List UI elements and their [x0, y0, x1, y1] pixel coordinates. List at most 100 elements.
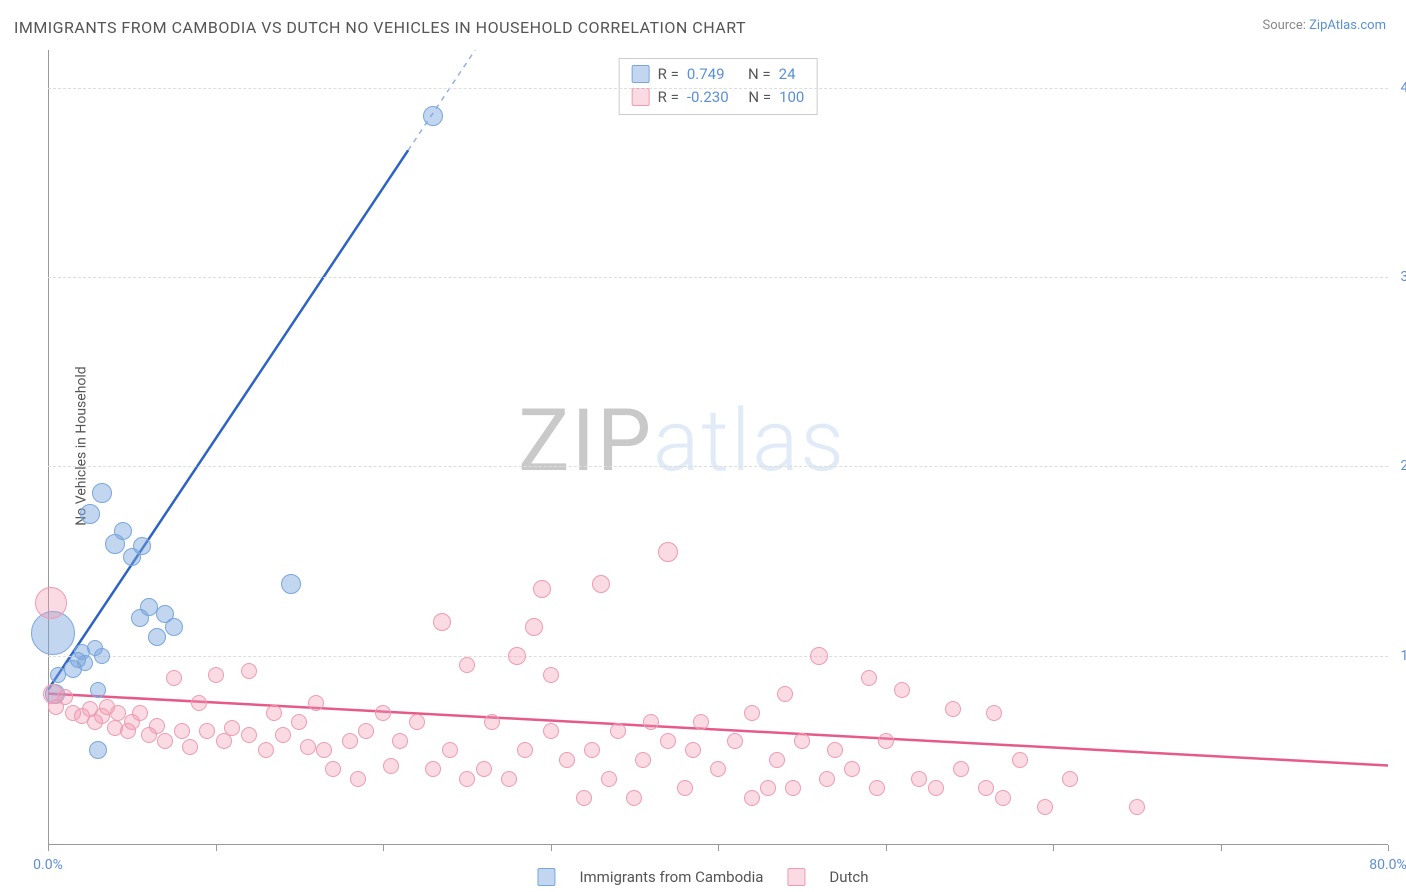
data-point [425, 761, 441, 777]
data-point [635, 752, 651, 768]
data-point [375, 705, 391, 721]
data-point [325, 761, 341, 777]
grid-line [48, 88, 1388, 89]
legend-swatch-a-bottom [537, 868, 555, 886]
data-point [610, 723, 626, 739]
legend-row-series-a: R = 0.749 N = 24 [632, 63, 805, 86]
xtick [718, 845, 719, 851]
data-point [869, 780, 885, 796]
data-point [660, 733, 676, 749]
data-point [300, 739, 316, 755]
data-point [224, 720, 240, 736]
data-point [760, 780, 776, 796]
data-point [794, 733, 810, 749]
legend-swatch-b-bottom [787, 868, 805, 886]
data-point [241, 663, 257, 679]
data-point [316, 742, 332, 758]
data-point [601, 771, 617, 787]
xtick [216, 845, 217, 851]
xtick [886, 845, 887, 851]
data-point [182, 739, 198, 755]
data-point [149, 718, 165, 734]
data-point [543, 667, 559, 683]
data-point [114, 522, 132, 540]
data-point [685, 742, 701, 758]
source-link[interactable]: ZipAtlas.com [1309, 18, 1386, 33]
data-point [945, 701, 961, 717]
data-point [978, 780, 994, 796]
xtick [1053, 845, 1054, 851]
chart-plot-area: ZIPatlas R = 0.749 N = 24 R = -0.230 N =… [48, 50, 1388, 845]
xtick [48, 845, 49, 851]
data-point [423, 106, 443, 126]
data-point [199, 723, 215, 739]
data-point [57, 689, 73, 705]
data-point [90, 682, 106, 698]
data-point [533, 580, 551, 598]
data-point [827, 742, 843, 758]
data-point [710, 761, 726, 777]
data-point [525, 618, 543, 636]
data-point [409, 714, 425, 730]
data-point [148, 628, 166, 646]
data-point [769, 752, 785, 768]
data-point [626, 790, 642, 806]
data-point [810, 647, 828, 665]
data-point [995, 790, 1011, 806]
data-point [442, 742, 458, 758]
data-point [208, 667, 224, 683]
ytick-label: 10.0% [1400, 648, 1406, 664]
data-point [291, 714, 307, 730]
data-point [350, 771, 366, 787]
data-point [433, 613, 451, 631]
data-point [911, 771, 927, 787]
data-point [383, 758, 399, 774]
data-point [191, 695, 207, 711]
ytick-label: 30.0% [1400, 269, 1406, 285]
data-point [559, 752, 575, 768]
data-point [77, 655, 93, 671]
correlation-legend: R = 0.749 N = 24 R = -0.230 N = 100 [619, 58, 818, 115]
series-legend: Immigrants from Cambodia Dutch [537, 868, 868, 886]
data-point [358, 723, 374, 739]
xtick [383, 845, 384, 851]
ytick-label: 40.0% [1400, 80, 1406, 96]
data-point [1037, 799, 1053, 815]
data-point [476, 761, 492, 777]
data-point [35, 587, 67, 619]
data-point [1129, 799, 1145, 815]
legend-swatch-b [632, 88, 650, 106]
data-point [484, 714, 500, 730]
data-point [165, 618, 183, 636]
xtick-label-max: 80.0% [1369, 857, 1406, 873]
data-point [785, 780, 801, 796]
data-point [133, 537, 151, 555]
data-point [584, 742, 600, 758]
data-point [986, 705, 1002, 721]
data-point [693, 714, 709, 730]
legend-label-b: Dutch [829, 868, 868, 886]
data-point [258, 742, 274, 758]
data-point [744, 790, 760, 806]
xtick-label-min: 0.0% [33, 857, 63, 873]
legend-swatch-a [632, 65, 650, 83]
data-point [89, 741, 107, 759]
data-point [342, 733, 358, 749]
trend-lines-svg [48, 50, 1388, 845]
legend-label-a: Immigrants from Cambodia [579, 868, 763, 886]
xtick [1221, 845, 1222, 851]
legend-row-series-b: R = -0.230 N = 100 [632, 86, 805, 109]
data-point [1012, 752, 1028, 768]
xtick [551, 845, 552, 851]
data-point [266, 705, 282, 721]
data-point [953, 761, 969, 777]
data-point [1062, 771, 1078, 787]
data-point [727, 733, 743, 749]
data-point [744, 705, 760, 721]
data-point [80, 504, 100, 524]
data-point [819, 771, 835, 787]
data-point [392, 733, 408, 749]
data-point [844, 761, 860, 777]
y-axis [48, 50, 49, 845]
data-point [677, 780, 693, 796]
